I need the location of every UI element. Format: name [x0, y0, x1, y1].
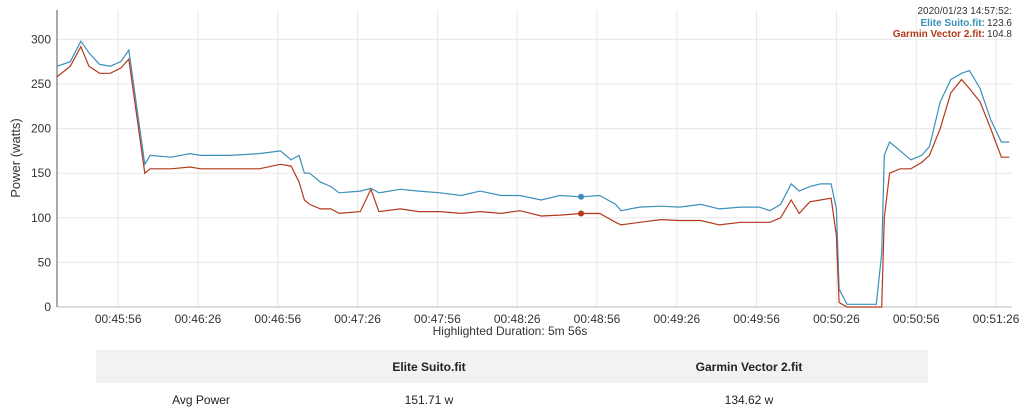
- tooltip-entry: Elite Suito.fit: 123.6: [921, 18, 1013, 29]
- x-tick-label: 00:50:26: [813, 312, 860, 326]
- table-header: Elite Suito.fit Garmin Vector 2.fit: [96, 350, 928, 383]
- x-tick-label: 00:49:26: [653, 312, 700, 326]
- x-tick-label: 00:46:26: [175, 312, 222, 326]
- x-tick-label: 00:47:26: [334, 312, 381, 326]
- tooltip-name: Garmin Vector 2.fit:: [893, 29, 985, 40]
- x-tick-label: 00:47:56: [414, 312, 461, 326]
- x-tick-label: 00:48:26: [494, 312, 541, 326]
- column-header: Garmin Vector 2.fit: [695, 359, 803, 374]
- table-cell: 151.71 w: [404, 393, 454, 407]
- y-tick-label: 150: [31, 166, 51, 180]
- tooltip-value: 104.8: [987, 29, 1012, 40]
- y-tick-label: 250: [31, 77, 51, 91]
- x-tick-label: 00:51:26: [973, 312, 1020, 326]
- y-axis-label: Power (watts): [8, 118, 23, 197]
- y-tick-label: 200: [31, 122, 51, 136]
- tooltip-entry: Garmin Vector 2.fit: 104.8: [893, 29, 1013, 40]
- column-header: Elite Suito.fit: [392, 359, 466, 374]
- tooltip-time: 2020/01/23 14:57:52:: [917, 6, 1012, 17]
- row-label: Avg Power: [172, 393, 230, 407]
- x-tick-label: 00:48:56: [574, 312, 621, 326]
- table-cell: 134.62 w: [724, 393, 774, 407]
- chart: Power (watts) Highlighted Duration: 5m 5…: [8, 6, 1020, 338]
- x-tick-label: 00:49:56: [733, 312, 780, 326]
- hover-marker: [578, 193, 585, 200]
- tooltip-name: Elite Suito.fit:: [921, 18, 985, 29]
- series-line: [56, 45, 1010, 308]
- x-tick-label: 00:45:56: [95, 312, 142, 326]
- y-tick-label: 100: [31, 211, 51, 225]
- table-row: Avg Power 151.71 w 134.62 w: [96, 384, 928, 416]
- tooltip-value: 123.6: [987, 18, 1012, 29]
- series-line: [56, 40, 1010, 305]
- x-tick-label: 00:46:56: [254, 312, 301, 326]
- y-tick-label: 300: [31, 32, 51, 46]
- x-tick-label: 00:50:56: [893, 312, 940, 326]
- x-axis-label: Highlighted Duration: 5m 56s: [433, 324, 588, 338]
- hover-marker: [578, 210, 585, 217]
- y-tick-label: 0: [44, 300, 51, 314]
- y-tick-label: 50: [38, 255, 52, 269]
